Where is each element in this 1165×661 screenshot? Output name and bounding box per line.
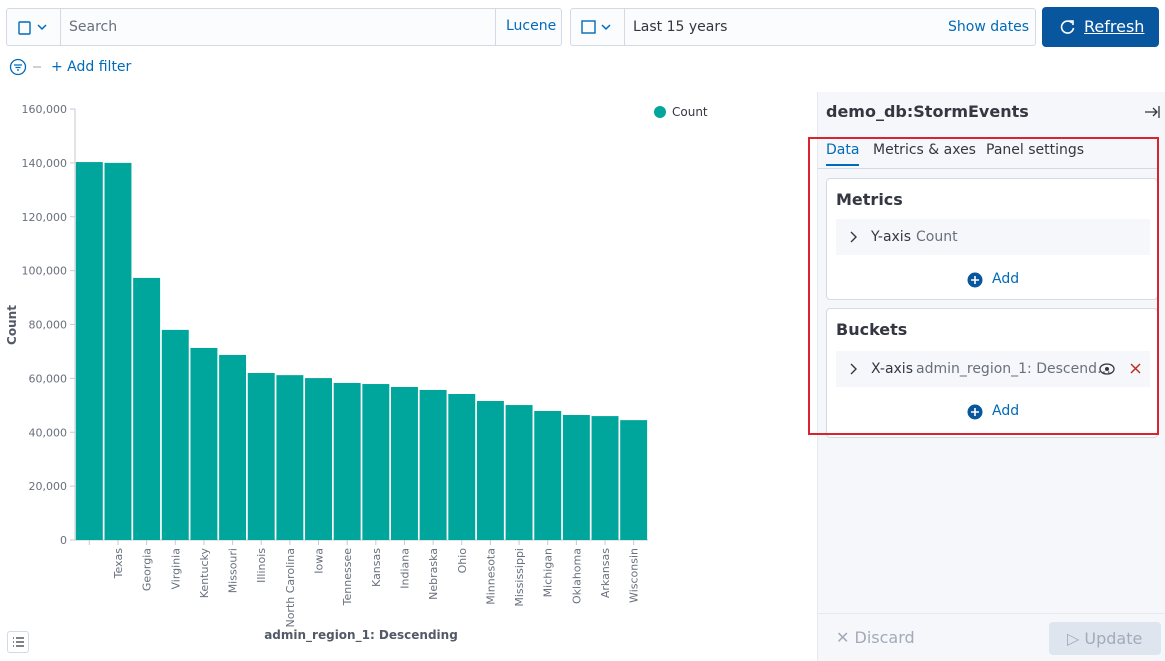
agg-label: Count: [916, 229, 958, 245]
x-tick-label: Mississippi: [513, 548, 526, 607]
y-axis-title: Count: [5, 305, 19, 345]
bar: [448, 393, 476, 540]
tab-bar: Data Metrics & axes Panel settings: [818, 140, 1158, 169]
metrics-card: Metrics Y-axis Count Add: [826, 178, 1158, 300]
agg-label: admin_region_1: Descend…: [916, 361, 1111, 377]
y-tick-label: 20,000: [29, 480, 68, 493]
quick-menu-button[interactable]: [571, 9, 625, 45]
section-title: Buckets: [836, 320, 908, 339]
x-tick-label: Kentucky: [198, 548, 211, 599]
date-picker: Last 15 years Show dates: [570, 8, 1036, 46]
x-tick-label: Michigan: [542, 548, 555, 597]
search-bar: Search Lucene: [6, 8, 562, 46]
language-switch[interactable]: Lucene: [495, 9, 562, 45]
bar: [333, 382, 361, 540]
axis-label: X-axis: [871, 361, 913, 377]
x-tick-label: Missouri: [227, 548, 240, 593]
panel-title: demo_db:StormEvents: [826, 102, 1029, 121]
bar: [505, 405, 533, 540]
y-tick-label: 100,000: [22, 265, 68, 278]
editor-panel: demo_db:StormEvents Data Metrics & axes …: [817, 92, 1165, 661]
bar: [161, 329, 189, 540]
bar: [391, 386, 418, 540]
bar: [247, 372, 275, 540]
x-tick-label: Ohio: [456, 548, 469, 574]
bar: [104, 162, 132, 540]
saved-query-button[interactable]: [7, 9, 61, 45]
bar: [133, 277, 161, 540]
x-tick-label: Minnesota: [484, 548, 497, 605]
y-tick-label: 80,000: [29, 319, 68, 332]
y-tick-label: 160,000: [22, 103, 68, 116]
discard-label: Discard: [854, 628, 915, 647]
bar: [190, 347, 218, 540]
y-tick-label: 60,000: [29, 372, 68, 385]
x-tick-label: Wisconsin: [628, 548, 641, 603]
bar: [476, 401, 504, 540]
y-tick-label: 40,000: [29, 426, 68, 439]
section-title: Metrics: [836, 190, 903, 209]
tab[interactable]: Panel settings: [986, 142, 1085, 158]
x-tick-label: Oklahoma: [570, 548, 583, 604]
refresh-button[interactable]: Refresh: [1042, 7, 1159, 47]
legend-swatch: [654, 106, 666, 118]
footer: ✕ Discard ▷ Update: [818, 613, 1165, 661]
refresh-label: Refresh: [1084, 17, 1145, 36]
x-tick-label: Iowa: [313, 548, 326, 574]
search-input[interactable]: Search: [69, 19, 118, 35]
bar: [419, 389, 447, 540]
bar: [305, 378, 332, 540]
add-filter[interactable]: + Add filter: [51, 59, 132, 75]
show-dates[interactable]: Show dates: [948, 19, 1030, 35]
x-tick-label: Texas: [112, 548, 125, 580]
x-axis-title: admin_region_1: Descending: [264, 628, 458, 643]
x-tick-label: Virginia: [169, 548, 182, 589]
x-tick-label: North Carolina: [284, 548, 297, 628]
x-tick-label: Georgia: [141, 548, 154, 591]
filter-icon[interactable]: [9, 58, 49, 76]
language-label: Lucene: [506, 18, 557, 34]
add-label: Add: [992, 271, 1020, 287]
bucket-row[interactable]: X-axis admin_region_1: Descend…: [836, 351, 1150, 387]
y-tick-label: 140,000: [22, 157, 68, 170]
axis-label: Y-axis: [871, 229, 911, 245]
bar: [591, 416, 619, 540]
bar: [620, 420, 648, 540]
chart: Count admin_region_1: Descending 0 20,000…: [5, 103, 708, 643]
bar: [362, 384, 390, 540]
y-tick-label: 0: [60, 534, 67, 547]
metric-row[interactable]: Y-axis Count: [836, 219, 1150, 255]
update-button[interactable]: ▷ Update: [1049, 622, 1161, 655]
buckets-card: Buckets X-axis admin_region_1: Descend… …: [826, 308, 1158, 438]
bar: [562, 415, 590, 540]
add-label: Add: [992, 403, 1020, 419]
time-range[interactable]: Last 15 years: [633, 19, 728, 35]
bar: [534, 410, 562, 540]
discard-button[interactable]: ✕ Discard: [836, 628, 915, 647]
x-tick-label: Kansas: [370, 548, 383, 587]
bar: [75, 162, 103, 540]
highlight-box: [808, 137, 1159, 435]
legend-toggle[interactable]: [7, 631, 29, 653]
update-label: Update: [1084, 629, 1143, 648]
tab[interactable]: Data: [826, 142, 860, 166]
x-tick-label: Tennessee: [341, 548, 354, 607]
x-tick-label: Nebraska: [427, 548, 440, 600]
x-tick-label: Indiana: [398, 548, 411, 589]
tab[interactable]: Metrics & axes: [873, 142, 976, 158]
collapse-button[interactable]: [1144, 105, 1160, 119]
bar: [276, 375, 304, 540]
x-tick-label: Illinois: [255, 548, 268, 583]
bar: [219, 354, 247, 540]
x-tick-label: Arkansas: [599, 548, 612, 598]
y-tick-label: 120,000: [22, 211, 68, 224]
legend-label: Count: [672, 105, 708, 119]
